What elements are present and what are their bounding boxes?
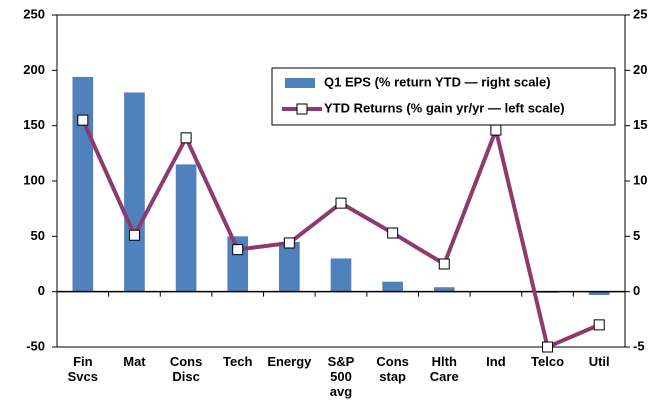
bar [382,281,403,292]
y2-tick-label: 10 [633,172,647,187]
x-tick-label: Mat [123,354,146,369]
y-tick-label: -50 [26,338,45,353]
y2-tick-label: 5 [633,228,640,243]
bar [330,258,352,292]
marker [232,244,244,256]
bar [588,291,610,295]
bar [72,76,94,292]
legend-label: Q1 EPS (% return YTD — right scale) [324,74,551,89]
marker [490,124,502,136]
bar [124,92,145,292]
y-tick-label: 250 [23,6,45,21]
y2-tick-label: 0 [633,283,640,298]
marker [77,114,89,126]
legend-label: YTD Returns (% gain yr/yr — left scale) [324,100,565,115]
y2-tick-label: 20 [633,62,647,77]
legend-swatch [285,78,315,88]
y2-tick-label: 15 [633,117,647,132]
x-tick-label: Tech [223,354,252,369]
x-tick-label: S&P 500 avg [328,354,355,399]
marker [335,197,347,209]
y-tick-label: 100 [23,172,45,187]
bar [279,241,300,292]
x-tick-label: Fin Svcs [68,354,98,384]
x-tick-label: Ind [486,354,506,369]
legend-box [271,67,616,126]
legend-marker [296,103,308,115]
marker [438,258,450,270]
y2-tick-label: -5 [633,338,645,353]
y-tick-label: 0 [38,283,45,298]
marker [283,237,295,249]
y2-tick-label: 25 [633,6,647,21]
line [80,119,600,350]
bar [433,287,455,292]
x-tick-label: Telco [531,354,564,369]
marker [387,227,399,239]
x-tick-label: Energy [267,354,312,369]
marker [128,229,140,241]
x-tick-label: Cons stap [376,354,409,384]
marker [593,319,605,331]
bar [175,164,197,292]
marker [542,341,554,353]
y-tick-label: 150 [23,117,45,132]
x-tick-label: Hlth Care [430,354,459,384]
y-tick-label: 50 [31,228,45,243]
x-tick-label: Cons Disc [170,354,203,384]
y-tick-label: 200 [23,62,45,77]
marker [180,132,192,144]
x-tick-label: Util [589,354,610,369]
